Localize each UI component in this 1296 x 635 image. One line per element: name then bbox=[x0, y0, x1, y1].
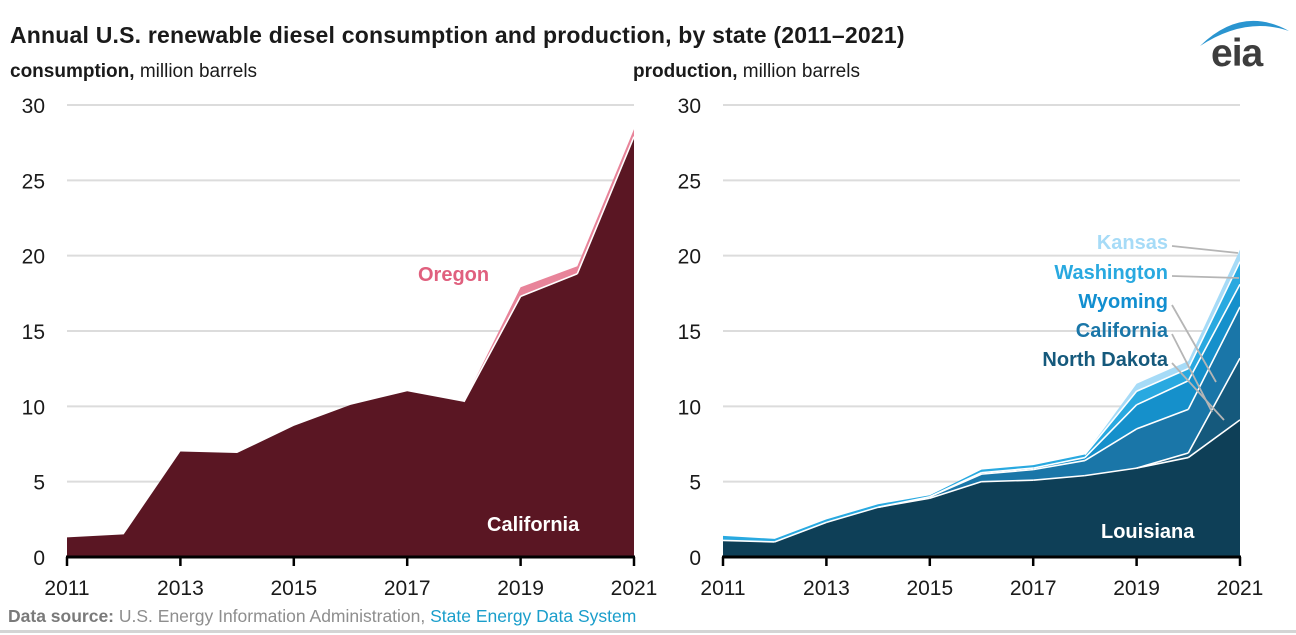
legend-washington: Washington bbox=[1054, 262, 1168, 284]
svg-text:2017: 2017 bbox=[1010, 577, 1057, 600]
svg-text:15: 15 bbox=[678, 321, 701, 344]
data-source-note: Data source: U.S. Energy Information Adm… bbox=[8, 606, 636, 627]
svg-text:5: 5 bbox=[33, 472, 45, 495]
legend-kansas: Kansas bbox=[1096, 232, 1168, 254]
consumption-axis-title: consumption, million barrels bbox=[10, 61, 257, 83]
eia-logo: eia bbox=[1200, 20, 1289, 72]
svg-text:20: 20 bbox=[678, 246, 701, 269]
svg-text:2013: 2013 bbox=[157, 577, 204, 600]
bottom-divider bbox=[0, 630, 1296, 633]
svg-text:2017: 2017 bbox=[384, 577, 431, 600]
consumption-axis-title-units: million barrels bbox=[134, 61, 258, 82]
svg-text:20: 20 bbox=[22, 246, 45, 269]
data-source-body: U.S. Energy Information Administration, bbox=[118, 606, 431, 626]
svg-text:25: 25 bbox=[678, 170, 701, 193]
california-area-label: California bbox=[487, 514, 580, 536]
svg-text:2019: 2019 bbox=[497, 577, 544, 600]
eia-logo-text: eia bbox=[1211, 32, 1264, 72]
svg-text:30: 30 bbox=[678, 95, 701, 118]
svg-text:10: 10 bbox=[678, 396, 701, 419]
svg-text:10: 10 bbox=[22, 396, 45, 419]
production-axis-title: production, million barrels bbox=[633, 61, 860, 83]
svg-text:2013: 2013 bbox=[803, 577, 850, 600]
legend-wyoming: Wyoming bbox=[1078, 291, 1168, 313]
svg-text:30: 30 bbox=[22, 95, 45, 118]
svg-text:0: 0 bbox=[689, 547, 701, 570]
legend-california: California bbox=[1075, 320, 1168, 342]
svg-text:0: 0 bbox=[33, 547, 45, 570]
louisiana-area-label: Louisiana bbox=[1101, 521, 1195, 543]
consumption-axis-title-bold: consumption, bbox=[10, 61, 135, 82]
svg-text:15: 15 bbox=[22, 321, 45, 344]
svg-text:2021: 2021 bbox=[1217, 577, 1264, 600]
svg-text:2021: 2021 bbox=[611, 577, 658, 600]
svg-text:2011: 2011 bbox=[44, 577, 89, 600]
oregon-area-label: Oregon bbox=[418, 264, 490, 286]
svg-text:5: 5 bbox=[689, 472, 701, 495]
legend-north-dakota: North Dakota bbox=[1042, 349, 1168, 371]
data-source-link[interactable]: State Energy Data System bbox=[430, 606, 637, 626]
svg-text:25: 25 bbox=[22, 170, 45, 193]
chart-title: Annual U.S. renewable diesel consumption… bbox=[10, 22, 905, 48]
production-axis-title-units: million barrels bbox=[737, 61, 860, 82]
eia-logo-swoosh bbox=[1200, 20, 1289, 46]
data-source-lead: Data source: bbox=[8, 606, 119, 626]
svg-text:2015: 2015 bbox=[906, 577, 953, 600]
svg-text:2019: 2019 bbox=[1113, 577, 1160, 600]
svg-text:2015: 2015 bbox=[270, 577, 317, 600]
production-axis-title-bold: production, bbox=[633, 61, 738, 82]
svg-text:2011: 2011 bbox=[700, 577, 745, 600]
